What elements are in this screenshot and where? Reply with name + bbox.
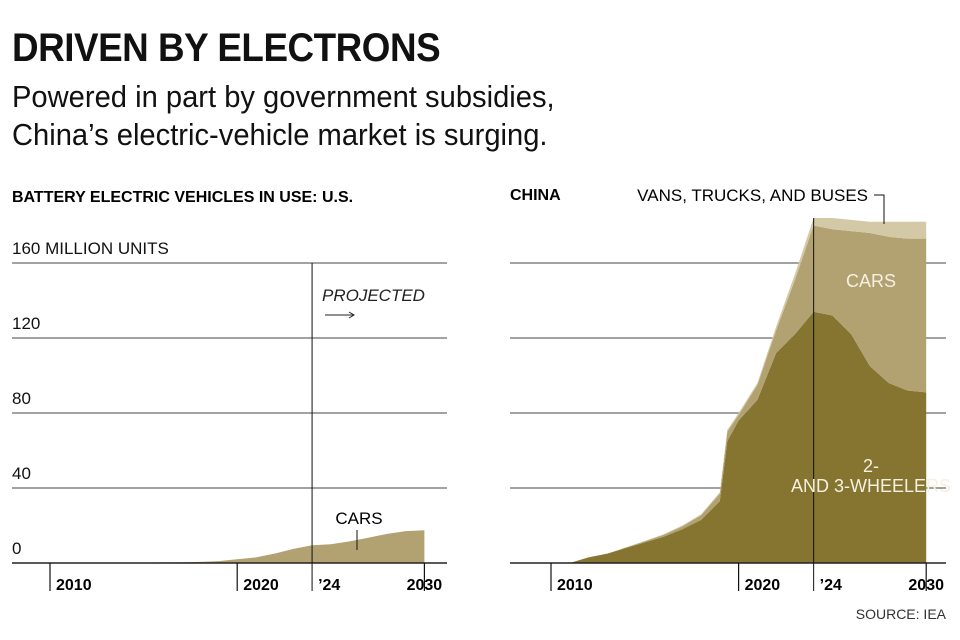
projected-arrow-icon <box>325 311 355 319</box>
china-series-label-wheelers-line1: 2- <box>863 456 879 476</box>
china-area-cars <box>569 225 927 563</box>
page-subtitle: Powered in part by government subsidies,… <box>12 78 555 154</box>
china-xtick-label: ’24 <box>820 577 842 594</box>
china-areas <box>569 218 927 563</box>
us-chart: 0 40 80 120 160 MILLION UNITS 2010 2020 ’24 2030… <box>12 239 447 594</box>
china-series-label-wheelers-line2: AND 3-WHEELERS <box>791 476 951 496</box>
us-areas <box>68 530 425 563</box>
us-xtick-label: ’24 <box>318 577 340 594</box>
china-xtick-label: 2010 <box>557 577 593 594</box>
us-chart-title: BATTERY ELECTRIC VEHICLES IN USE: U.S. <box>12 189 353 206</box>
us-ytick-label: 160 MILLION UNITS <box>12 239 169 258</box>
us-ytick-label: 80 <box>12 389 31 408</box>
source-note: SOURCE: IEA <box>856 606 947 622</box>
china-series-label-cars: CARS <box>846 271 896 291</box>
us-xtick-label: 2010 <box>56 577 92 594</box>
china-chart: 2010 2020 ’24 2030 VANS, TRUCKS, AND BUSES CA… <box>510 186 951 594</box>
us-ytick-label: 0 <box>12 539 21 558</box>
us-xtick-label: 2030 <box>407 577 443 594</box>
china-series-label-vans: VANS, TRUCKS, AND BUSES <box>637 186 868 205</box>
projected-label: PROJECTED <box>322 286 425 305</box>
china-chart-title: CHINA <box>510 187 561 204</box>
china-area-2-and-3-wheelers <box>569 311 927 563</box>
page-title: DRIVEN BY ELECTRONS <box>12 26 441 70</box>
us-series-label-cars: CARS <box>335 509 382 528</box>
us-xtick-label: 2020 <box>243 577 279 594</box>
us-ytick-label: 120 <box>12 314 40 333</box>
us-area-cars <box>68 530 425 563</box>
subtitle-line-1: Powered in part by government subsidies, <box>12 79 555 114</box>
subtitle-line-2: China’s electric-vehicle market is surgi… <box>12 117 548 152</box>
china-label-leader <box>874 194 885 224</box>
china-xtick-label: 2020 <box>745 577 781 594</box>
us-ytick-label: 40 <box>12 464 31 483</box>
china-xtick-label: 2030 <box>908 577 944 594</box>
